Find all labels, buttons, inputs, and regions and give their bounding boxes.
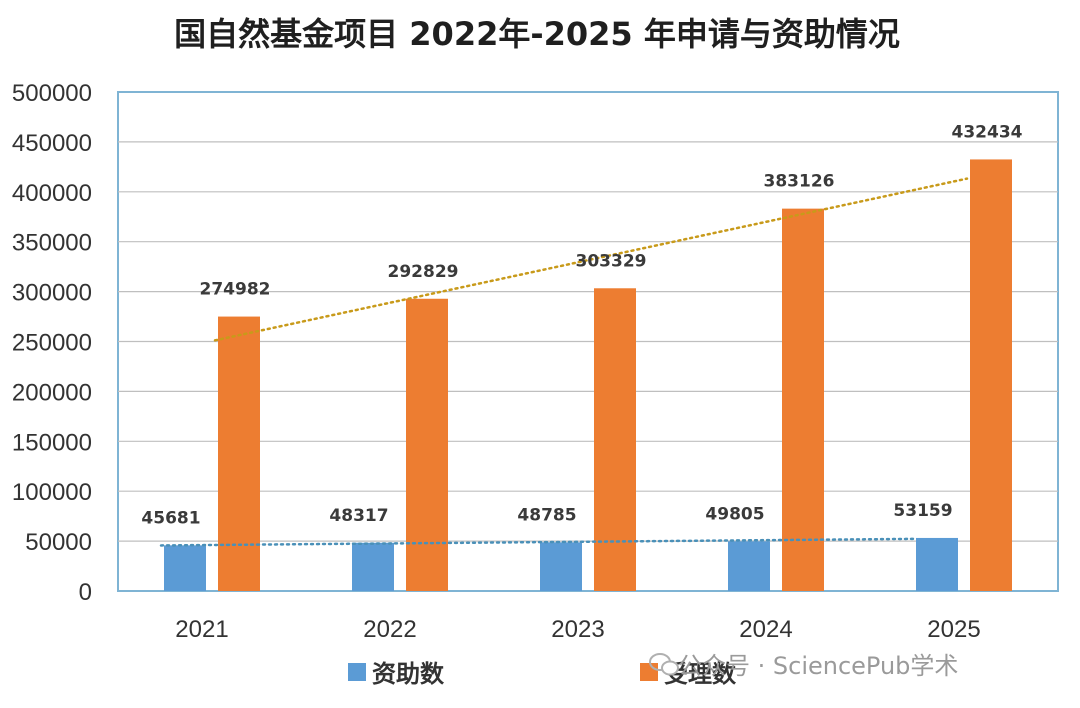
y-tick-label: 450000: [12, 130, 92, 157]
legend-swatch-受理数: [640, 663, 658, 681]
legend: 资助数 受理数: [348, 660, 737, 688]
data-label-受理数-2023: 303329: [576, 251, 647, 271]
y-tick-label: 200000: [12, 379, 92, 406]
y-tick-label: 500000: [12, 80, 92, 107]
y-tick-label: 350000: [12, 230, 92, 257]
legend-swatch-资助数: [348, 663, 366, 681]
trend-lines: [159, 177, 969, 547]
grid-lines: [118, 141, 1058, 592]
trendline-资助数: [159, 537, 915, 547]
bar-资助数-2024: [728, 541, 770, 591]
data-label-受理数-2024: 383126: [764, 172, 835, 192]
x-tick-label: 2023: [551, 616, 604, 643]
y-axis-ticks: 0 50000 100000 150000 200000 250000 300000 3500…: [12, 80, 92, 606]
bar-受理数-2021: [218, 316, 260, 591]
bar-资助数-2022: [352, 542, 394, 591]
trendline-受理数: [213, 177, 969, 342]
data-label-资助数-2022: 48317: [329, 506, 388, 526]
bar-资助数-2023: [540, 542, 582, 591]
bar-受理数-2024: [782, 208, 824, 591]
bar-资助数-2021: [164, 545, 206, 591]
data-label-受理数-2025: 432434: [952, 122, 1023, 142]
y-tick-label: 400000: [12, 180, 92, 207]
y-tick-label: 100000: [12, 479, 92, 506]
data-labels: 45681 48317 48785 49805 53159 274982 292829 303…: [141, 122, 1022, 528]
data-label-受理数-2021: 274982: [200, 280, 271, 300]
chart-title: 国自然基金项目 2022年-2025 年申请与资助情况: [174, 15, 900, 53]
y-tick-label: 0: [79, 579, 92, 606]
data-label-资助数-2021: 45681: [141, 508, 200, 528]
bar-受理数-2022: [406, 298, 448, 591]
y-tick-label: 250000: [12, 330, 92, 357]
data-label-资助数-2023: 48785: [517, 505, 576, 525]
y-tick-label: 50000: [25, 529, 92, 556]
y-tick-label: 150000: [12, 429, 92, 456]
bar-资助数-2025: [916, 537, 958, 591]
x-tick-label: 2022: [363, 616, 416, 643]
x-tick-label: 2025: [927, 616, 980, 643]
data-label-受理数-2022: 292829: [388, 262, 459, 282]
x-tick-label: 2021: [175, 616, 228, 643]
data-label-资助数-2024: 49805: [705, 504, 764, 524]
x-axis-ticks: 2021 2022 2023 2024 2025: [175, 616, 980, 643]
bar-受理数-2025: [970, 159, 1012, 592]
legend-label-资助数: 资助数: [372, 660, 445, 688]
bars: [164, 159, 1012, 592]
bar-受理数-2023: [594, 288, 636, 591]
watermark-text: 公众号 · SciencePub学术: [678, 652, 958, 680]
wechat-icon: [649, 653, 679, 676]
x-tick-label: 2024: [739, 616, 792, 643]
data-label-资助数-2025: 53159: [893, 501, 952, 521]
watermark: 公众号 · SciencePub学术: [649, 652, 958, 680]
y-tick-label: 300000: [12, 280, 92, 307]
